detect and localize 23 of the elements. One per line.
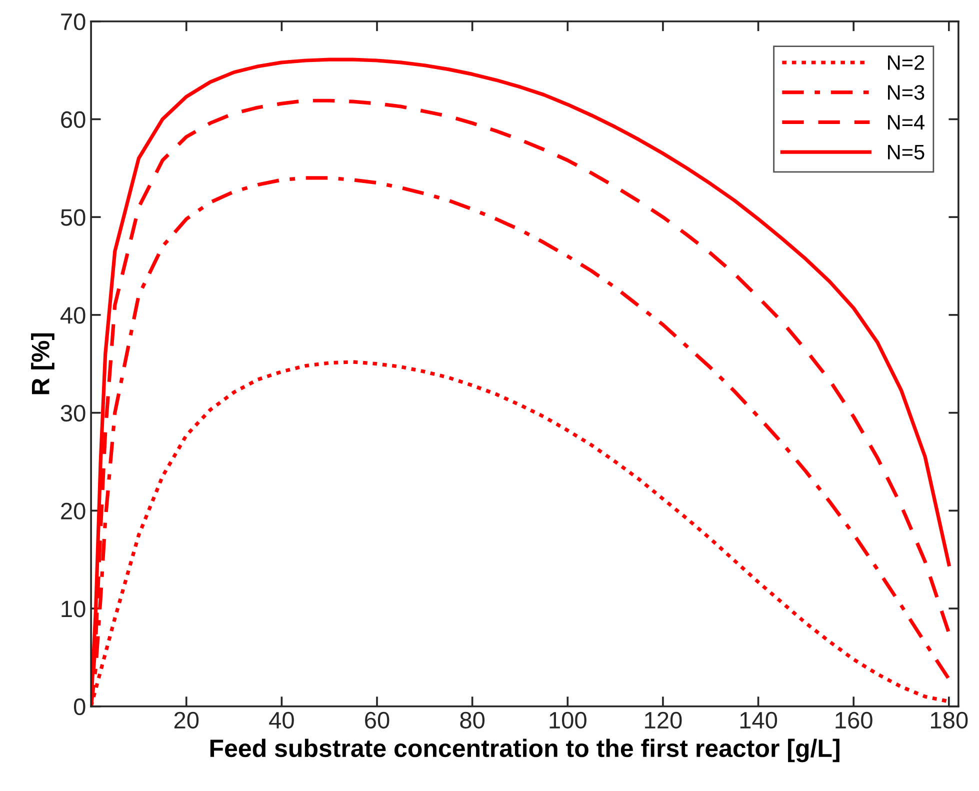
legend-label: N=5 [888, 144, 924, 160]
x-tick-label: 100 [550, 712, 586, 729]
x-tick-label: 180 [931, 712, 968, 729]
y-tick-label: 70 [61, 13, 86, 30]
legend-label: N=2 [888, 55, 924, 70]
x-tick-label: 40 [269, 712, 294, 729]
x-tick-label: 120 [645, 712, 682, 729]
y-tick-label: 60 [61, 111, 86, 128]
y-tick-label: 0 [74, 698, 86, 716]
y-tick-label: 10 [62, 600, 86, 618]
y-axis-title: R [%] [31, 333, 54, 394]
legend-label: N=3 [888, 85, 924, 100]
x-tick-label: 60 [365, 712, 390, 729]
y-tick-label: 50 [60, 209, 86, 226]
y-tick-label: 40 [60, 307, 86, 324]
x-axis-title: Feed substrate concentration to the first reactor [g/L] [210, 738, 840, 762]
x-tick-label: 80 [460, 712, 485, 729]
y-tick-label: 30 [60, 404, 86, 422]
y-tick-label: 20 [61, 502, 86, 520]
x-tick-label: 20 [174, 712, 199, 729]
legend-label: N=4 [888, 115, 924, 130]
x-tick-label: 160 [836, 712, 872, 729]
x-tick-label: 140 [740, 712, 778, 729]
